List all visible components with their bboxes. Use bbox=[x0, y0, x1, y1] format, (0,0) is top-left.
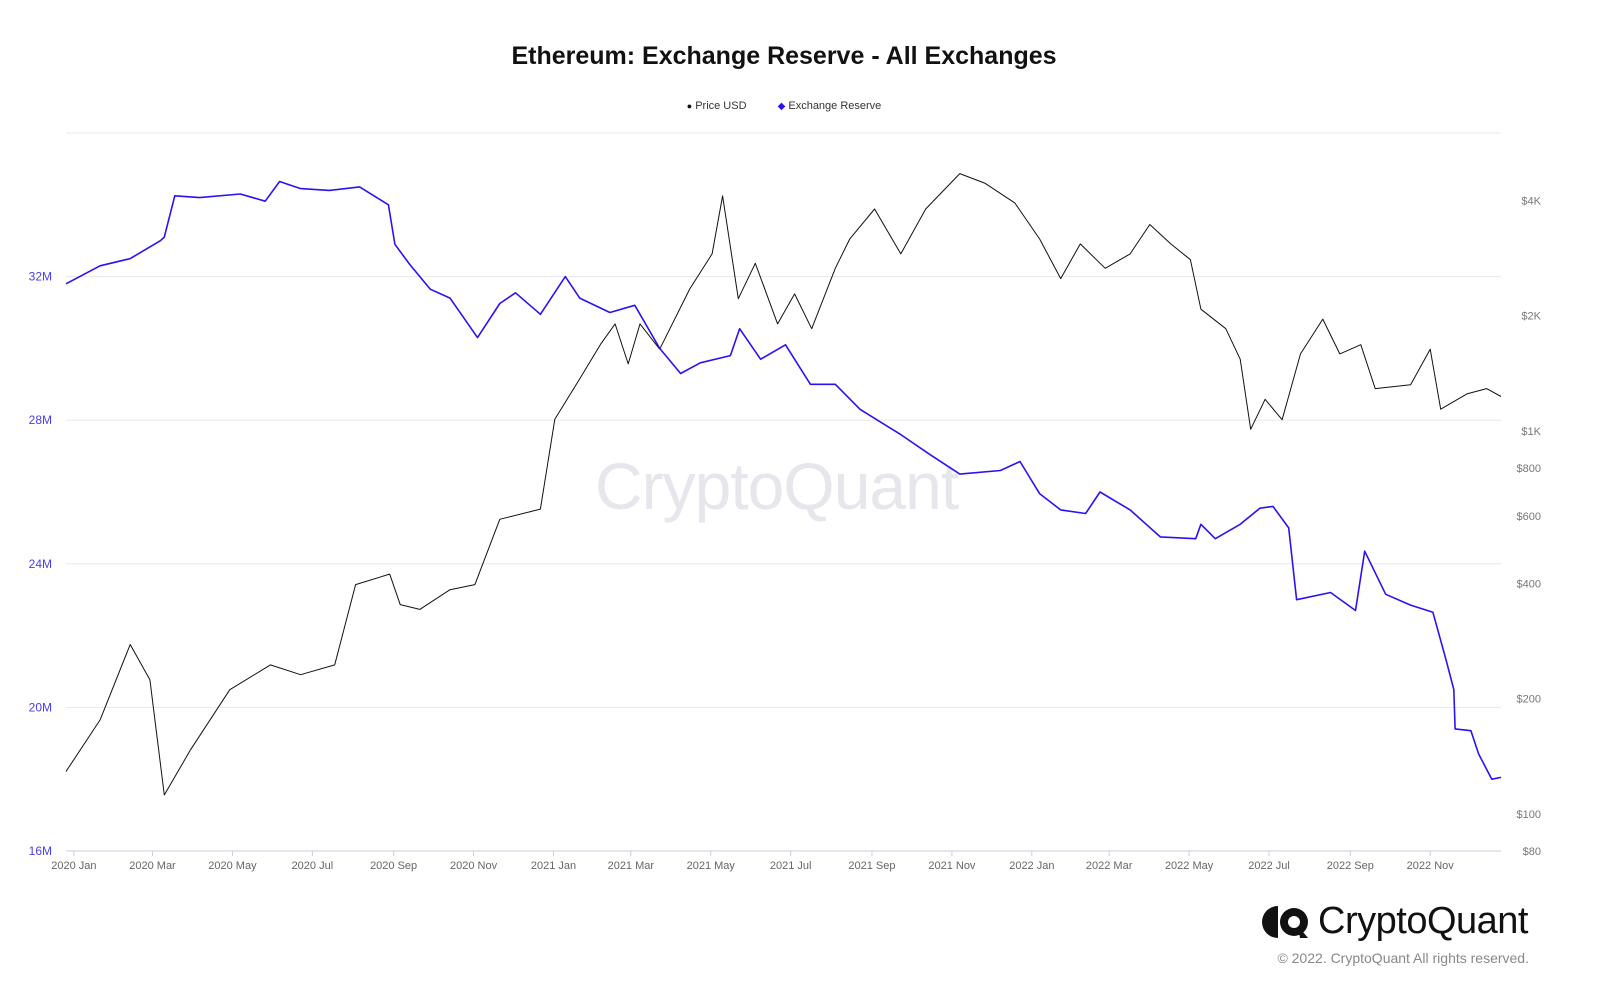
x-tick-label: 2021 Jan bbox=[531, 860, 576, 872]
y-right-tick-label: $600 bbox=[1517, 511, 1541, 523]
y-left-tick-label: 24M bbox=[29, 557, 52, 571]
brand-logo: CryptoQuant bbox=[1260, 900, 1528, 943]
y-right-tick-label: $4K bbox=[1521, 195, 1541, 207]
legend-label: Exchange Reserve bbox=[788, 100, 882, 112]
x-tick-label: 2020 Nov bbox=[450, 860, 498, 872]
y-right-tick-label: $200 bbox=[1517, 694, 1541, 706]
x-tick-label: 2022 Nov bbox=[1407, 860, 1455, 872]
exchange-reserve-line bbox=[65, 180, 1502, 780]
x-tick-label: 2020 Jan bbox=[51, 860, 96, 872]
y-right-tick-label: $100 bbox=[1517, 809, 1541, 821]
x-tick-label: 2021 May bbox=[687, 860, 736, 872]
y-left-tick-label: 20M bbox=[29, 700, 52, 714]
watermark: CryptoQuant bbox=[595, 449, 959, 523]
y-left-tick-label: 28M bbox=[29, 413, 52, 427]
y-right-tick-label: $2K bbox=[1521, 311, 1541, 323]
x-tick-label: 2021 Jul bbox=[770, 860, 812, 872]
legend: ● Price USD ◆ Exchange Reserve bbox=[0, 100, 1568, 112]
y-right-tick-label: $1K bbox=[1521, 426, 1541, 438]
y-right-tick-label: $800 bbox=[1517, 463, 1541, 475]
x-tick-label: 2020 Jul bbox=[292, 860, 334, 872]
price-usd-line bbox=[65, 173, 1502, 796]
y-left-tick-label: 32M bbox=[29, 270, 52, 284]
y-left-tick-label: 16M bbox=[29, 844, 52, 858]
x-tick-label: 2021 Mar bbox=[608, 860, 655, 872]
x-tick-label: 2020 Mar bbox=[129, 860, 176, 872]
diamond-marker-icon: ◆ bbox=[777, 101, 786, 112]
brand-name: CryptoQuant bbox=[1318, 900, 1528, 942]
legend-item-price[interactable]: ● Price USD bbox=[687, 100, 747, 112]
circle-marker-icon: ● bbox=[686, 101, 693, 111]
x-tick-label: 2020 May bbox=[208, 860, 257, 872]
y-right-tick-label: $400 bbox=[1517, 578, 1541, 590]
x-tick-label: 2020 Sep bbox=[370, 860, 417, 872]
x-tick-label: 2022 Mar bbox=[1086, 860, 1133, 872]
x-tick-label: 2022 May bbox=[1165, 860, 1214, 872]
x-tick-label: 2022 Jul bbox=[1248, 860, 1290, 872]
legend-label: Price USD bbox=[695, 100, 747, 112]
x-tick-label: 2021 Sep bbox=[848, 860, 895, 872]
x-tick-label: 2022 Sep bbox=[1327, 860, 1374, 872]
x-tick-label: 2021 Nov bbox=[928, 860, 976, 872]
copyright: © 2022. CryptoQuant All rights reserved. bbox=[1277, 950, 1529, 966]
y-right-tick-label: $80 bbox=[1523, 846, 1541, 858]
cryptoquant-logo-icon bbox=[1262, 905, 1309, 938]
legend-item-reserve[interactable]: ◆ Exchange Reserve bbox=[778, 100, 882, 112]
chart-title: Ethereum: Exchange Reserve - All Exchang… bbox=[511, 42, 1057, 70]
x-tick-label: 2022 Jan bbox=[1009, 860, 1054, 872]
